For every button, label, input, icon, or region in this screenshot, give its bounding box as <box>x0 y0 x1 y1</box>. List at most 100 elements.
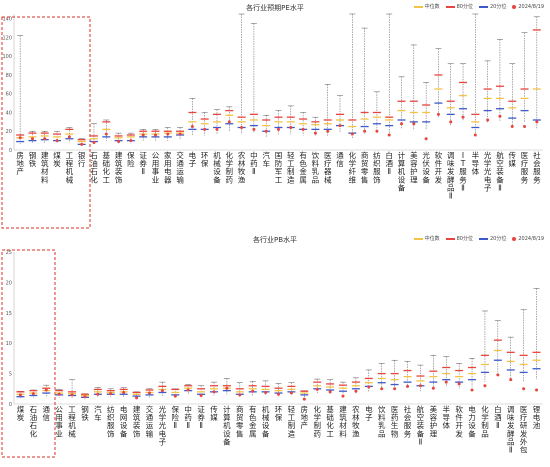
category-label: 调味发酵品 Ⅱ <box>447 151 455 201</box>
current-point <box>483 384 487 388</box>
current-point <box>523 125 527 129</box>
category-label: 白酒 Ⅱ <box>494 404 502 430</box>
current-point <box>18 393 22 397</box>
legend-item-p20: 20分位 <box>478 235 506 242</box>
category-label: 饮料乳品 <box>378 404 386 438</box>
current-point <box>67 135 71 139</box>
category-label: 通信 <box>336 150 344 168</box>
legend-label: 2024/8/19 <box>518 3 544 10</box>
current-point <box>173 394 177 398</box>
category-label: 有色金属 <box>249 404 257 438</box>
category-label: 公用事业 <box>55 405 63 438</box>
y-tick-label: 25 <box>6 250 12 256</box>
category-label: 社会服务 <box>404 404 412 438</box>
legend-label: 中位数 <box>424 4 440 10</box>
y-tick-label: 100 <box>2 54 12 60</box>
category-label: 轻工制造 <box>287 150 295 184</box>
category-label: 调味发酵品 Ⅱ <box>507 405 515 455</box>
category-label: 建筑装饰 <box>115 150 123 184</box>
category-label: 电网设备 <box>120 404 128 438</box>
current-point <box>449 120 453 124</box>
current-point <box>43 137 47 141</box>
current-point <box>338 124 342 128</box>
legend-item-current: 2024/8/19 <box>512 236 544 242</box>
category-label: 美容护理 <box>410 150 418 184</box>
current-point <box>341 394 345 398</box>
current-point <box>252 127 256 131</box>
current-point <box>424 137 428 141</box>
category-label: 钢铁 <box>81 404 89 422</box>
current-point <box>18 136 22 140</box>
category-label: 公用事业 <box>152 151 160 184</box>
median-swatch-icon <box>413 237 423 240</box>
category-label: 轻工制造 <box>288 404 296 438</box>
highlight-box <box>1 249 56 458</box>
category-label: 化学纤维 <box>349 150 357 184</box>
current-point <box>70 393 74 397</box>
current-point <box>277 392 280 396</box>
current-point <box>251 389 255 393</box>
legend-label: 80分位 <box>456 236 473 242</box>
current-point <box>129 139 133 143</box>
category-label: 软件开发 <box>435 150 443 184</box>
category-label: 环保 <box>201 151 209 168</box>
y-tick-label: 5 <box>9 372 12 378</box>
current-point <box>522 387 526 391</box>
current-point <box>406 384 410 388</box>
current-point <box>400 122 404 126</box>
current-point <box>436 112 440 116</box>
category-label: 房地产 <box>301 404 309 430</box>
legend-item-p20: 20分位 <box>478 3 506 10</box>
p80-swatch-icon <box>445 5 455 8</box>
p20-swatch-icon <box>478 237 488 240</box>
current-point <box>444 380 448 384</box>
category-label: 光伏设备 <box>422 150 430 184</box>
category-label: 农林牧渔 <box>238 150 246 184</box>
current-point <box>354 389 358 393</box>
current-point <box>363 129 367 133</box>
current-point <box>147 391 151 395</box>
legend-item-median: 中位数 <box>413 235 440 242</box>
current-point <box>412 122 416 126</box>
category-label: 医疗器械 <box>324 151 332 184</box>
category-label: 房地产 <box>16 150 24 176</box>
current-point <box>326 129 330 133</box>
y-tick-label: 120 <box>2 35 12 41</box>
current-point <box>160 389 164 393</box>
chart-title: 各行业PB水平 <box>252 236 298 244</box>
category-label: 商贸零售 <box>361 150 369 184</box>
category-label: 证券 Ⅱ <box>197 405 205 430</box>
current-point <box>496 373 500 377</box>
category-label: 交通运输 <box>176 150 184 184</box>
category-label: 银行 <box>78 151 86 168</box>
category-label: 医疗服务 <box>521 151 529 184</box>
category-label: 传媒 <box>508 150 516 168</box>
current-point <box>375 129 379 133</box>
current-point <box>473 133 477 137</box>
category-label: 商贸零售 <box>236 404 244 438</box>
category-label: 软件开发 <box>455 404 463 438</box>
current-point <box>141 133 145 137</box>
y-tick-label: 10 <box>6 341 12 347</box>
y-tick-label: 15 <box>6 311 12 317</box>
legend-label: 80分位 <box>456 4 473 10</box>
legend-item-median: 中位数 <box>413 3 440 10</box>
median-swatch-icon <box>413 5 423 8</box>
y-tick-label: 20 <box>6 280 12 286</box>
category-label: 航空装备 Ⅱ <box>496 150 504 192</box>
current-point <box>301 127 305 131</box>
legend-item-current: 2024/8/19 <box>512 4 544 10</box>
category-label: 汽车 <box>262 150 270 168</box>
category-label: 航空装备 Ⅱ <box>417 404 425 446</box>
current-point <box>418 384 422 388</box>
y-tick-label: 140 <box>2 17 12 23</box>
category-label: 工程机械 <box>68 405 76 438</box>
category-label: 国防军工 <box>275 151 283 184</box>
highlight-box <box>1 16 91 229</box>
current-point <box>166 132 170 136</box>
category-label: 中药 Ⅱ <box>184 404 192 430</box>
current-point <box>199 393 203 397</box>
current-point <box>461 115 465 119</box>
current-point <box>117 140 121 144</box>
category-label: 通信 <box>43 404 51 422</box>
